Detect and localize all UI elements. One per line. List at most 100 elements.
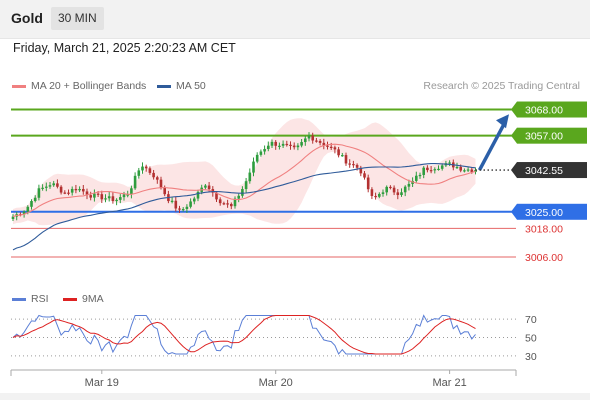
rsi-label: RSI [31, 293, 49, 305]
candle-body [41, 187, 44, 189]
candle-body [100, 194, 104, 200]
candle-body [278, 145, 281, 147]
candle-body [307, 135, 311, 139]
candle-body [241, 189, 244, 196]
candle-body [255, 154, 259, 162]
candle-body [370, 189, 374, 196]
candle-body [70, 188, 74, 193]
candle-body [218, 199, 222, 204]
level-label-3018-00: 3018.00 [525, 223, 563, 235]
candle-body [211, 189, 215, 193]
level-tag-3025-00 [517, 203, 587, 220]
rsi-level-label-70: 70 [525, 314, 537, 326]
candle-body [270, 141, 274, 146]
candle-body [429, 170, 433, 172]
candle-body [311, 135, 314, 141]
x-tick-label-mar-20: Mar 20 [259, 377, 293, 389]
candle-body [22, 211, 26, 215]
candle-body [440, 165, 444, 169]
level-label-3068-00: 3068.00 [525, 105, 563, 117]
candle-body [374, 195, 377, 198]
timeframe-selector[interactable]: 30 MIN [51, 7, 104, 30]
candle-body [196, 191, 200, 199]
candle-body [59, 186, 63, 193]
candle-body [263, 148, 266, 152]
candle-body [400, 192, 403, 196]
candle-body [181, 208, 185, 211]
candle-body [352, 164, 355, 166]
candle-body [115, 199, 118, 202]
candle-body [215, 192, 218, 200]
candle-body [193, 198, 196, 202]
candle-body [341, 155, 344, 157]
ma50-swatch [157, 84, 171, 88]
rsi-ma-line [12, 315, 476, 355]
candle-body [159, 179, 163, 189]
candle-body [437, 168, 440, 171]
ma20-label: MA 20 + Bollinger Bands [31, 80, 147, 92]
candle-body [315, 140, 318, 142]
candle-body [137, 170, 141, 176]
candle-body [185, 206, 189, 209]
candle-body [322, 142, 326, 146]
candle-body [296, 145, 300, 148]
candle-body [274, 141, 277, 146]
candle-body [267, 145, 270, 149]
candle-body [163, 188, 166, 195]
candle-body [448, 162, 451, 164]
candle-body [222, 203, 226, 205]
candle-body [466, 169, 470, 171]
candle-body [107, 196, 111, 199]
candle-body [366, 177, 370, 190]
candle-body [281, 143, 285, 146]
ma50-label: MA 50 [176, 80, 206, 92]
candle-body [474, 170, 477, 173]
candle-body [318, 140, 322, 143]
candle-body [189, 201, 192, 207]
candle-body [144, 166, 148, 169]
instrument-name: Gold [11, 10, 43, 26]
current-price-label: 3042.55 [525, 165, 563, 177]
rsi-level-label-30: 30 [525, 351, 537, 363]
candle-body [337, 149, 340, 156]
candle-body [252, 161, 255, 173]
bollinger-band-fill [13, 118, 476, 226]
candle-body [248, 172, 252, 182]
legend-rsi-ma: 9MA [63, 293, 104, 305]
candle-body [415, 175, 418, 181]
credit-text: Research © 2025 Trading Central [423, 80, 580, 92]
level-label-3006-00: 3006.00 [525, 252, 563, 264]
x-tick-label-mar-19: Mar 19 [85, 377, 119, 389]
candle-body [156, 177, 159, 180]
candle-body [126, 194, 129, 196]
candle-body [122, 194, 126, 198]
rsi-swatch [12, 297, 26, 301]
candle-body [141, 166, 144, 171]
candle-body [459, 166, 462, 171]
candle-body [355, 164, 359, 168]
candle-body [407, 183, 411, 187]
rsi-line [12, 314, 476, 355]
candle-body [433, 169, 437, 171]
candle-body [470, 169, 474, 173]
level-tag-3068-00 [517, 101, 587, 118]
level-tag-pointer [511, 203, 517, 220]
candle-body [104, 198, 107, 200]
candle-body [74, 188, 78, 191]
candle-body [48, 185, 52, 187]
candle-body [226, 203, 229, 205]
candle-body [300, 142, 303, 146]
candle-body [333, 147, 337, 150]
candle-body [230, 203, 233, 207]
candle-body [133, 175, 137, 189]
x-tick-label-mar-21: Mar 21 [432, 377, 466, 389]
level-label-3025-00: 3025.00 [525, 207, 563, 219]
candle-body [348, 163, 351, 165]
candle-body [52, 183, 55, 186]
candle-body [174, 200, 178, 209]
candle-body [85, 191, 89, 196]
candle-body [426, 167, 429, 171]
top-bar: Gold 30 MIN [0, 0, 590, 39]
level-tag-pointer [511, 127, 517, 144]
